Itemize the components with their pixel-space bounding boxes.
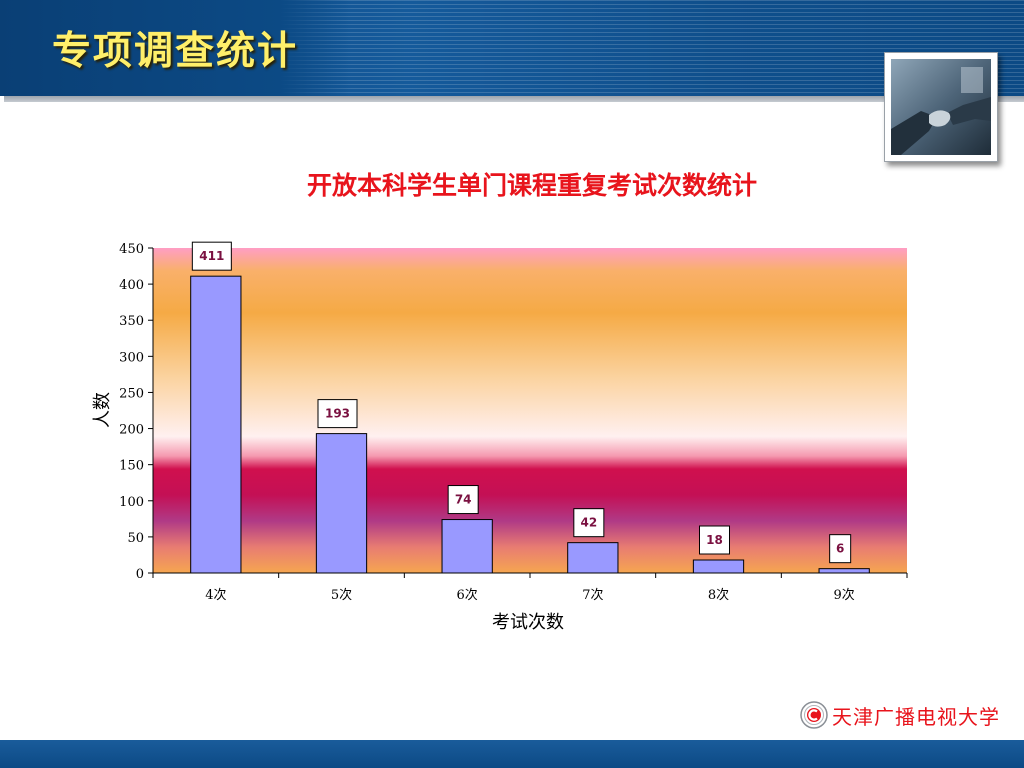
data-label-9次: 6 — [836, 542, 844, 556]
bar-9次 — [818, 568, 870, 574]
data-label-box — [447, 485, 479, 515]
footer-band — [0, 740, 1024, 768]
header-divider — [4, 96, 1024, 102]
bar-8次 — [692, 559, 745, 574]
data-label-6次: 74 — [455, 493, 472, 507]
y-tick-label: 0 — [136, 567, 144, 582]
y-tick-label: 450 — [119, 242, 144, 257]
bar-6次 — [441, 519, 493, 574]
x-axis-label: 考试次数 — [492, 612, 564, 633]
y-axis-label: 人数 — [92, 392, 113, 428]
x-tick-label: 8次 — [708, 587, 729, 603]
university-name: 天津广播电视大学 — [832, 704, 1000, 729]
handshake-photo — [884, 52, 998, 162]
header-band — [0, 0, 1024, 96]
bar-4次 — [190, 275, 242, 574]
data-label-box — [573, 508, 605, 538]
y-tick-label: 100 — [119, 495, 144, 510]
data-label-4次: 411 — [199, 249, 224, 263]
chart-title: 开放本科学生单门课程重复考试次数统计 — [306, 171, 757, 200]
data-label-8次: 18 — [706, 533, 723, 547]
y-tick-label: 350 — [119, 314, 144, 329]
y-tick-label: 200 — [119, 423, 144, 438]
x-tick-label: 9次 — [834, 587, 855, 603]
x-tick-label: 7次 — [582, 587, 603, 603]
y-tick-label: 300 — [119, 350, 144, 365]
y-tick-label: 50 — [127, 531, 144, 546]
y-tick-label: 150 — [119, 459, 144, 474]
bar-5次 — [315, 433, 368, 574]
data-label-box — [699, 525, 730, 555]
plot-area — [153, 248, 907, 573]
data-label-box — [317, 399, 358, 429]
university-logo: 天津广播电视大学 — [800, 700, 1000, 730]
bar-7次 — [567, 542, 619, 574]
university-emblem-icon — [800, 701, 828, 729]
data-label-box — [191, 241, 232, 271]
data-label-box — [829, 534, 852, 564]
slide-title: 专项调查统计 — [52, 29, 299, 74]
y-tick-label: 400 — [119, 278, 144, 293]
data-label-7次: 42 — [580, 516, 597, 530]
x-tick-label: 6次 — [457, 587, 478, 603]
x-tick-label: 4次 — [205, 587, 226, 603]
y-tick-label: 250 — [119, 386, 144, 401]
x-tick-label: 5次 — [331, 587, 352, 603]
data-label-5次: 193 — [325, 407, 350, 421]
